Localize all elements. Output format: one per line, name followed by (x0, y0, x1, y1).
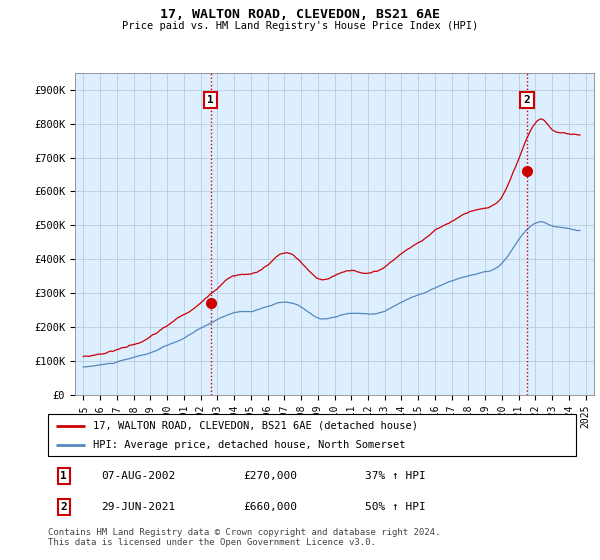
Text: 1: 1 (207, 95, 214, 105)
Text: £270,000: £270,000 (244, 471, 298, 481)
Text: Contains HM Land Registry data © Crown copyright and database right 2024.
This d: Contains HM Land Registry data © Crown c… (48, 528, 440, 547)
Text: Price paid vs. HM Land Registry's House Price Index (HPI): Price paid vs. HM Land Registry's House … (122, 21, 478, 31)
Text: 50% ↑ HPI: 50% ↑ HPI (365, 502, 425, 512)
Text: 37% ↑ HPI: 37% ↑ HPI (365, 471, 425, 481)
Text: 17, WALTON ROAD, CLEVEDON, BS21 6AE (detached house): 17, WALTON ROAD, CLEVEDON, BS21 6AE (det… (93, 421, 418, 431)
Text: 2: 2 (61, 502, 67, 512)
Text: 17, WALTON ROAD, CLEVEDON, BS21 6AE: 17, WALTON ROAD, CLEVEDON, BS21 6AE (160, 8, 440, 21)
Text: 29-JUN-2021: 29-JUN-2021 (101, 502, 175, 512)
Text: £660,000: £660,000 (244, 502, 298, 512)
Text: 07-AUG-2002: 07-AUG-2002 (101, 471, 175, 481)
Text: 2: 2 (524, 95, 530, 105)
Text: HPI: Average price, detached house, North Somerset: HPI: Average price, detached house, Nort… (93, 440, 406, 450)
Text: 1: 1 (61, 471, 67, 481)
